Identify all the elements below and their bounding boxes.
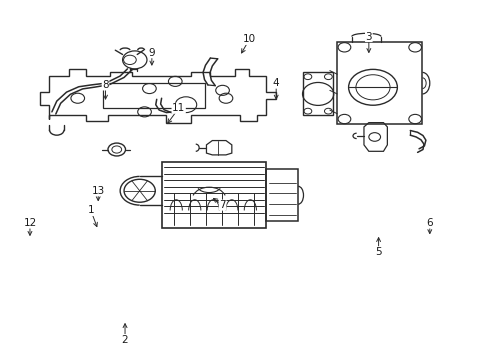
Text: 7: 7 <box>219 200 225 210</box>
Text: 10: 10 <box>243 35 255 44</box>
Text: 4: 4 <box>272 78 279 88</box>
Text: 1: 1 <box>87 206 94 216</box>
Text: 5: 5 <box>374 247 381 257</box>
Text: 9: 9 <box>148 48 155 58</box>
Text: 3: 3 <box>365 32 371 41</box>
Text: 13: 13 <box>91 186 104 196</box>
Text: 12: 12 <box>23 218 37 228</box>
Text: 6: 6 <box>426 218 432 228</box>
Text: 2: 2 <box>122 334 128 345</box>
Text: 11: 11 <box>172 103 185 113</box>
Text: 8: 8 <box>102 80 109 90</box>
